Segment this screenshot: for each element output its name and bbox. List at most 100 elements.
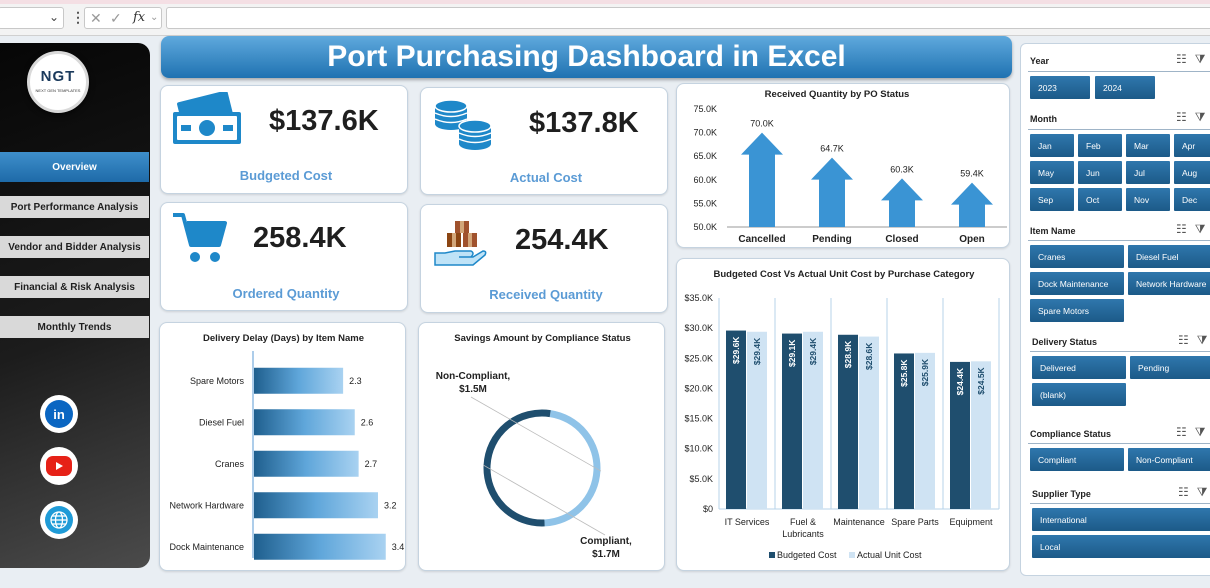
formula-bar: ⌄ ⋮ ✕ ✓ fx ⌄	[0, 0, 1210, 36]
kpi-card-actual-cost: $137.8K Actual Cost	[420, 87, 668, 195]
chart-received-quantity-by-po-status: Received Quantity by PO Status 75.0K 70.0…	[676, 83, 1010, 248]
slicer-year-2023[interactable]: 2023	[1030, 76, 1090, 99]
slicer-year-2024[interactable]: 2024	[1095, 76, 1155, 99]
name-box[interactable]: ⌄	[0, 7, 64, 29]
data-label: $28.6K	[864, 342, 874, 370]
slicer-month-may[interactable]: May	[1030, 161, 1074, 184]
nav-port-performance[interactable]: Port Performance Analysis	[0, 196, 149, 218]
chevron-down-icon[interactable]: ⌄	[150, 12, 159, 23]
youtube-button[interactable]	[40, 447, 78, 485]
x-tick-label: Fuel &	[790, 517, 816, 527]
slicer-item-spare-motors[interactable]: Spare Motors	[1030, 299, 1124, 322]
data-label: $1.7M	[592, 549, 620, 560]
y-tick-label: 65.0K	[693, 151, 717, 161]
chevron-down-icon[interactable]: ⌄	[48, 10, 59, 24]
slicer-supplier-local[interactable]: Local	[1032, 535, 1210, 558]
bar-budgeted-cost	[726, 330, 746, 509]
legend-swatch	[769, 552, 775, 558]
legend-label: Actual Unit Cost	[857, 550, 922, 560]
y-tick-label: $25.0K	[684, 353, 713, 363]
y-tick-label: 55.0K	[693, 198, 717, 208]
y-tick-label: Cranes	[215, 459, 245, 469]
y-tick-label: $30.0K	[684, 323, 713, 333]
chart-title: Savings Amount by Compliance Status	[454, 333, 631, 344]
y-tick-label: $15.0K	[684, 414, 713, 424]
y-tick-label: 70.0K	[693, 128, 717, 138]
slicer-year-controls: ☷⧩	[1176, 52, 1210, 67]
cancel-icon[interactable]: ✕	[90, 10, 102, 26]
multi-select-icon[interactable]: ☷	[1176, 425, 1195, 439]
chart-savings-by-compliance: Savings Amount by Compliance Status Non-…	[418, 322, 665, 571]
multi-select-icon[interactable]: ☷	[1178, 333, 1197, 347]
kpi-value: $137.8K	[529, 107, 639, 139]
multi-select-icon[interactable]: ☷	[1176, 222, 1195, 236]
clear-filter-icon[interactable]: ⧩	[1194, 425, 1210, 439]
nav-overview[interactable]: Overview	[0, 152, 149, 182]
slicer-compliance-non-compliant[interactable]: Non-Compliant	[1128, 448, 1210, 471]
x-tick-label: Lubricants	[782, 529, 824, 539]
slicer-delivery-blank[interactable]: (blank)	[1032, 383, 1126, 406]
slicer-month-sep[interactable]: Sep	[1030, 188, 1074, 211]
chart-title: Delivery Delay (Days) by Item Name	[202, 333, 365, 344]
multi-select-icon[interactable]: ☷	[1176, 110, 1195, 124]
bar-budgeted-cost	[838, 334, 858, 509]
bar-actual-unit-cost	[971, 361, 991, 509]
multi-select-icon[interactable]: ☷	[1176, 52, 1195, 66]
slicer-month-feb[interactable]: Feb	[1078, 134, 1122, 157]
slicer-compliance-compliant[interactable]: Compliant	[1030, 448, 1124, 471]
formula-input[interactable]	[166, 7, 1210, 29]
clear-filter-icon[interactable]: ⧩	[1197, 333, 1210, 347]
slicer-item-dock-maintenance[interactable]: Dock Maintenance	[1030, 272, 1124, 295]
slicer-month-oct[interactable]: Oct	[1078, 188, 1122, 211]
slicer-delivery-delivered[interactable]: Delivered	[1032, 356, 1126, 379]
sidebar	[0, 43, 150, 568]
kpi-card-budgeted-cost: $137.6K Budgeted Cost	[160, 85, 408, 194]
linkedin-button[interactable]: in	[40, 395, 78, 433]
slicer-month-jul[interactable]: Jul	[1126, 161, 1170, 184]
nav-vendor-bidder[interactable]: Vendor and Bidder Analysis	[0, 236, 149, 258]
multi-select-icon[interactable]: ☷	[1178, 485, 1197, 499]
clear-filter-icon[interactable]: ⧩	[1194, 110, 1210, 124]
bar-cranes	[254, 450, 359, 477]
slicer-supplier-international[interactable]: International	[1032, 508, 1210, 531]
slicer-month-mar[interactable]: Mar	[1126, 134, 1170, 157]
data-label: 2.6	[361, 417, 374, 427]
legend-swatch	[849, 552, 855, 558]
nav-monthly-trends[interactable]: Monthly Trends	[0, 316, 149, 338]
y-tick-label: Spare Motors	[190, 376, 245, 386]
data-label: $1.5M	[459, 384, 487, 395]
x-tick-label: Equipment	[949, 517, 993, 527]
slicer-delivery-pending[interactable]: Pending	[1130, 356, 1210, 379]
slicer-title-compliance: Compliance Status	[1030, 429, 1112, 439]
clear-filter-icon[interactable]: ⧩	[1197, 485, 1210, 499]
slicer-month-nov[interactable]: Nov	[1126, 188, 1170, 211]
clear-filter-icon[interactable]: ⧩	[1194, 222, 1210, 236]
kpi-label: Budgeted Cost	[239, 168, 333, 183]
insert-function-icon[interactable]: fx	[133, 10, 146, 25]
nav-financial-risk[interactable]: Financial & Risk Analysis	[0, 276, 149, 298]
slicer-month-jun[interactable]: Jun	[1078, 161, 1122, 184]
leader-line	[482, 464, 606, 536]
slicer-item-cranes[interactable]: Cranes	[1030, 245, 1124, 268]
enter-icon[interactable]: ✓	[110, 10, 122, 26]
slicer-month-aug[interactable]: Aug	[1174, 161, 1210, 184]
coins-icon	[433, 96, 495, 157]
slicer-month-dec[interactable]: Dec	[1174, 188, 1210, 211]
slicer-month-apr[interactable]: Apr	[1174, 134, 1210, 157]
bar-network-hardware	[254, 492, 378, 519]
chart-svg: 2.3 Spare Motors 2.6 Diesel Fuel 2.7 Cranes 3.…	[169, 351, 404, 560]
legend-label: Budgeted Cost	[777, 550, 837, 560]
slicer-item-network-hardware[interactable]: Network Hardware	[1128, 272, 1210, 295]
slicer-month-jan[interactable]: Jan	[1030, 134, 1074, 157]
chart-budgeted-vs-actual: Budgeted Cost Vs Actual Unit Cost by Pur…	[676, 258, 1010, 571]
slicer-compliance-controls: ☷⧩	[1176, 425, 1210, 440]
globe-icon	[45, 506, 73, 534]
more-options-icon[interactable]: ⋮	[71, 9, 85, 25]
kpi-value: $137.6K	[269, 105, 379, 137]
slicer-item-diesel-fuel[interactable]: Diesel Fuel	[1128, 245, 1210, 268]
website-button[interactable]	[40, 501, 78, 539]
clear-filter-icon[interactable]: ⧩	[1194, 52, 1210, 66]
formula-buttons: ✕ ✓ fx ⌄	[84, 7, 162, 29]
kpi-card-received-quantity: 254.4K Received Quantity	[420, 204, 668, 313]
slicer-month-controls: ☷⧩	[1176, 110, 1210, 125]
